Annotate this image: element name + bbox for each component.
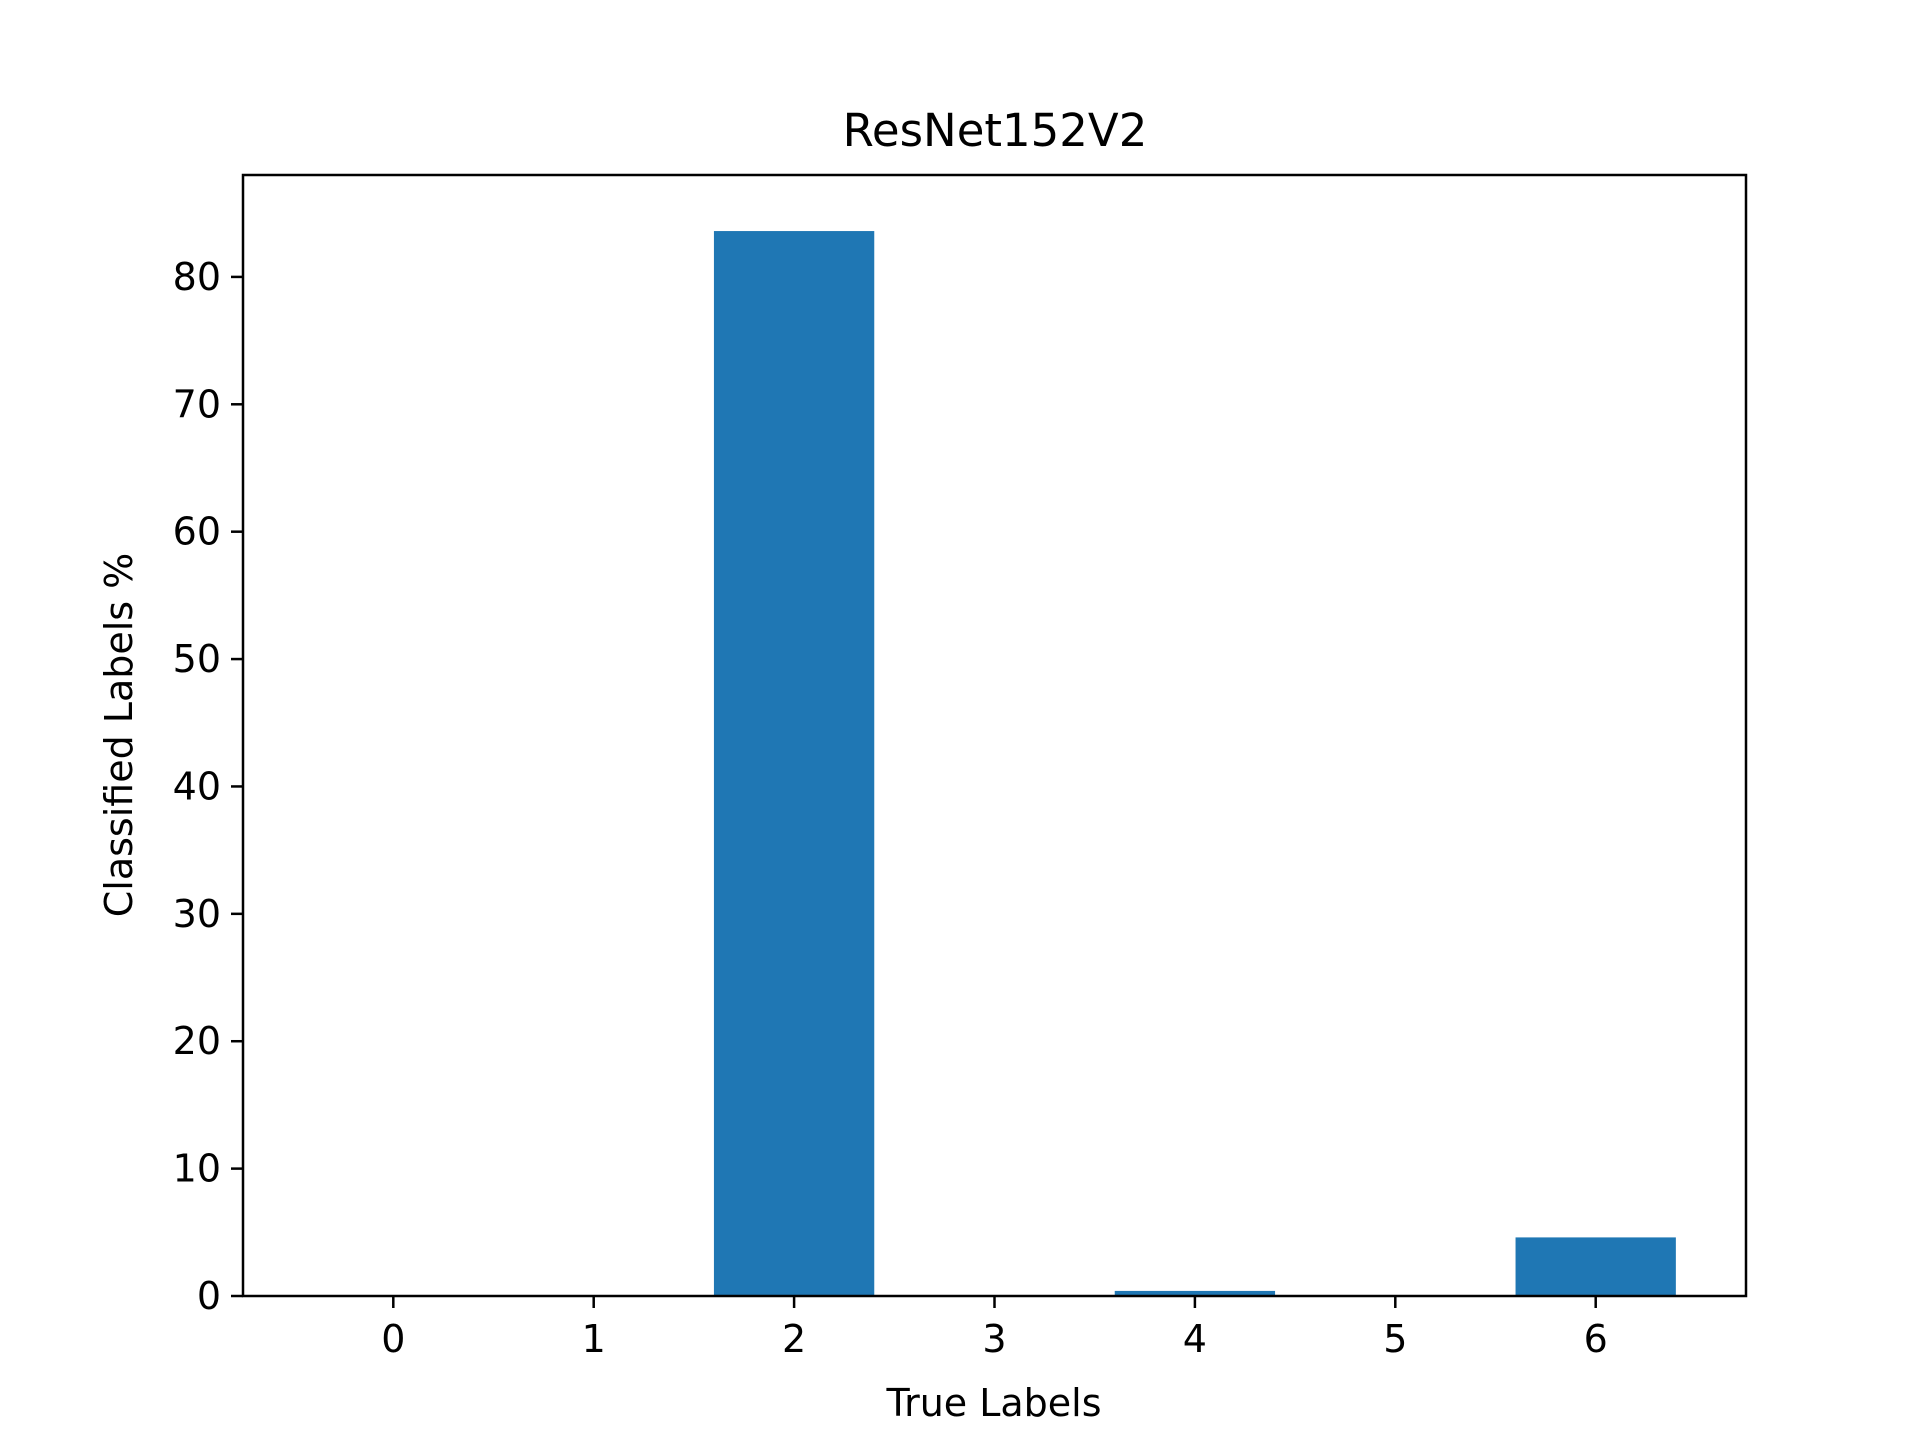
x-tick-label: 6 (1584, 1317, 1608, 1361)
y-tick-label: 0 (197, 1274, 221, 1318)
y-tick-label: 30 (173, 892, 221, 936)
y-tick-label: 40 (173, 764, 221, 808)
y-tick-label: 20 (173, 1019, 221, 1063)
x-tick-label: 1 (582, 1317, 606, 1361)
x-tick-label: 4 (1183, 1317, 1207, 1361)
x-tick-label: 2 (782, 1317, 806, 1361)
plot-area-frame (241, 173, 1748, 1298)
x-axis-ticks: 0 1 2 3 4 5 6 (381, 1296, 1608, 1361)
bars-layer (713, 231, 1676, 1296)
x-axis-label: True Labels (885, 1381, 1101, 1425)
x-tick-label: 5 (1383, 1317, 1407, 1361)
bar-4 (1114, 1290, 1276, 1296)
y-axis-ticks: 0 10 20 30 40 50 60 70 80 (173, 255, 243, 1318)
y-tick-label: 60 (173, 510, 221, 554)
y-tick-label: 50 (173, 637, 221, 681)
bar-2 (713, 231, 875, 1296)
y-tick-label: 80 (173, 255, 221, 299)
x-tick-label: 0 (381, 1317, 405, 1361)
y-tick-label: 70 (173, 382, 221, 426)
y-tick-label: 10 (173, 1147, 221, 1191)
y-axis-label: Classified Labels % (97, 553, 141, 918)
chart-title: ResNet152V2 (843, 104, 1148, 157)
bar-6 (1515, 1237, 1676, 1296)
x-tick-label: 3 (982, 1317, 1006, 1361)
